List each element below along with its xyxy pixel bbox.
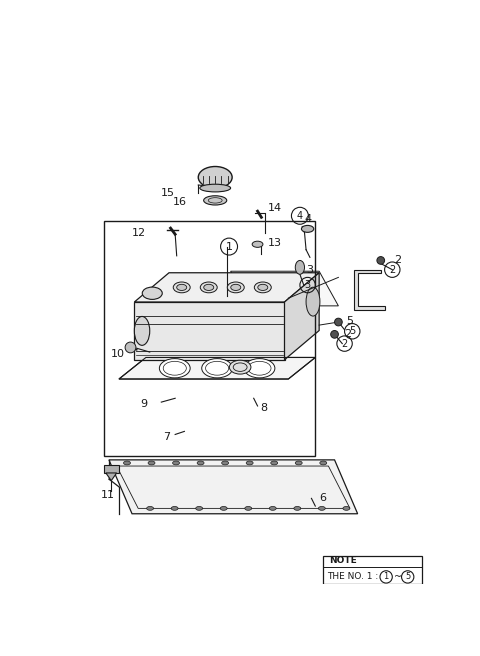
Circle shape — [377, 256, 384, 264]
Ellipse shape — [200, 184, 230, 192]
Ellipse shape — [196, 506, 203, 510]
Text: 2: 2 — [394, 255, 401, 264]
Polygon shape — [354, 270, 384, 310]
Ellipse shape — [271, 461, 277, 465]
Text: 2: 2 — [341, 338, 348, 348]
Text: NOTE: NOTE — [329, 556, 357, 565]
Polygon shape — [109, 460, 358, 514]
Text: 1: 1 — [226, 241, 232, 252]
Ellipse shape — [146, 506, 154, 510]
Ellipse shape — [244, 359, 275, 378]
Text: 2: 2 — [345, 329, 352, 339]
Ellipse shape — [204, 195, 227, 205]
Circle shape — [335, 318, 342, 326]
Circle shape — [331, 331, 338, 338]
Text: 6: 6 — [319, 493, 326, 503]
Ellipse shape — [134, 316, 150, 345]
Ellipse shape — [173, 461, 180, 465]
Circle shape — [125, 342, 136, 353]
Ellipse shape — [220, 506, 227, 510]
Polygon shape — [285, 273, 319, 359]
Ellipse shape — [231, 284, 241, 291]
Text: 9: 9 — [140, 399, 147, 409]
Ellipse shape — [269, 506, 276, 510]
Ellipse shape — [202, 359, 232, 378]
Ellipse shape — [177, 284, 187, 291]
Text: 10: 10 — [110, 350, 124, 359]
Ellipse shape — [320, 461, 327, 465]
Text: 14: 14 — [267, 203, 282, 213]
Ellipse shape — [229, 360, 251, 374]
Ellipse shape — [198, 167, 232, 188]
Ellipse shape — [148, 461, 155, 465]
Ellipse shape — [246, 461, 253, 465]
Text: 4: 4 — [304, 214, 312, 224]
Ellipse shape — [318, 506, 325, 510]
Polygon shape — [106, 473, 117, 481]
Text: 16: 16 — [173, 197, 187, 207]
Polygon shape — [230, 271, 338, 306]
Text: 13: 13 — [267, 237, 282, 248]
Ellipse shape — [173, 282, 190, 293]
Ellipse shape — [301, 226, 314, 232]
Ellipse shape — [171, 506, 178, 510]
Polygon shape — [104, 465, 119, 473]
Text: 8: 8 — [260, 403, 267, 413]
Text: 3: 3 — [304, 280, 311, 290]
Ellipse shape — [295, 461, 302, 465]
Polygon shape — [134, 302, 285, 359]
Ellipse shape — [142, 287, 162, 299]
Text: ~: ~ — [394, 572, 402, 582]
Ellipse shape — [254, 282, 271, 293]
Text: 5: 5 — [405, 573, 410, 581]
Bar — [323, 556, 421, 584]
Text: 5: 5 — [349, 326, 355, 337]
Ellipse shape — [294, 506, 301, 510]
Text: 1: 1 — [384, 573, 389, 581]
Ellipse shape — [159, 359, 190, 378]
Text: 12: 12 — [132, 228, 146, 237]
Ellipse shape — [197, 461, 204, 465]
Ellipse shape — [204, 284, 214, 291]
Ellipse shape — [306, 287, 320, 316]
Ellipse shape — [245, 506, 252, 510]
Ellipse shape — [222, 461, 228, 465]
Ellipse shape — [343, 506, 350, 510]
Text: THE NO. 1 :: THE NO. 1 : — [327, 573, 378, 581]
Text: 15: 15 — [161, 188, 175, 197]
Text: 5: 5 — [346, 316, 353, 326]
Polygon shape — [119, 358, 315, 379]
Ellipse shape — [252, 241, 263, 247]
Text: 11: 11 — [101, 489, 115, 499]
Polygon shape — [134, 273, 319, 302]
Ellipse shape — [295, 260, 304, 274]
Text: 7: 7 — [163, 432, 170, 441]
Text: 3: 3 — [306, 264, 313, 275]
Ellipse shape — [200, 282, 217, 293]
Text: 4: 4 — [297, 211, 303, 221]
Ellipse shape — [228, 282, 244, 293]
Ellipse shape — [123, 461, 131, 465]
Text: 2: 2 — [389, 264, 396, 275]
Ellipse shape — [258, 284, 268, 291]
